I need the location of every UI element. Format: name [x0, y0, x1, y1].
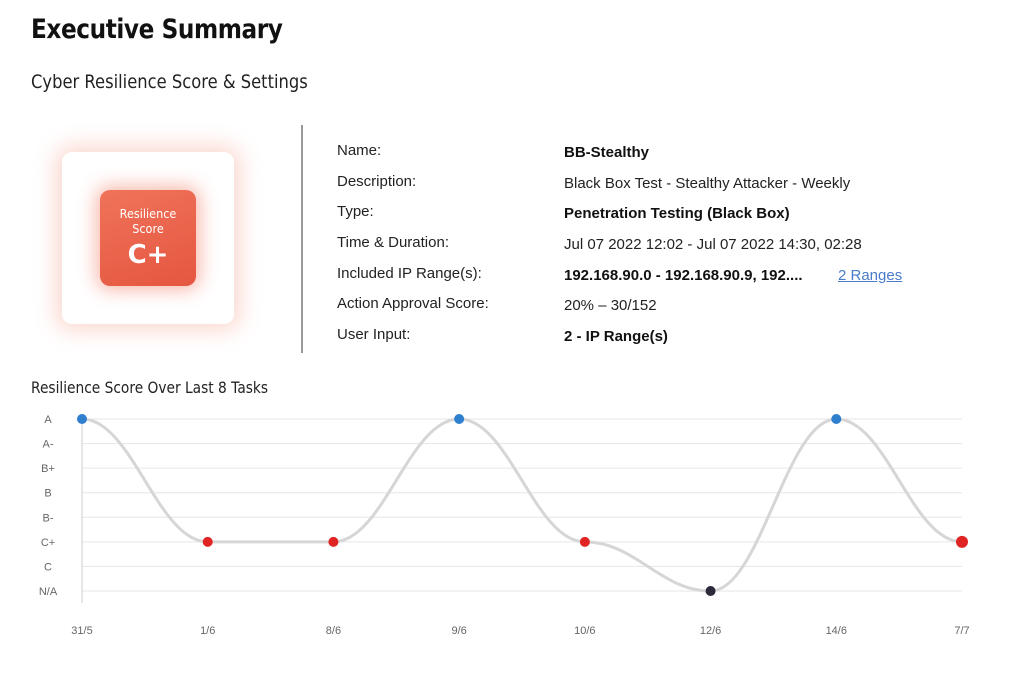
x-tick-label: 8/6: [326, 625, 341, 637]
data-point[interactable]: [831, 414, 842, 424]
x-tick-label: 9/6: [451, 625, 466, 637]
data-point[interactable]: [77, 414, 87, 424]
name-value: BB-Stealthy: [564, 144, 650, 161]
resilience-score-chart: A A- B+ B B- C+ C N/A 31/5 1/6 8/6 9/6 10/6 12/6 14/6 7…: [39, 414, 970, 637]
x-tick-label: 10/6: [574, 625, 595, 637]
data-point[interactable]: [579, 536, 590, 547]
input-value: 2 - IP Range(s): [564, 328, 668, 346]
ip-value: 192.168.90.0 - 192.168.90.9, 192....: [564, 266, 803, 284]
type-label: Type:: [337, 203, 374, 221]
chart-title: Resilience Score Over Last 8 Tasks: [31, 378, 269, 397]
settings-row-description: Description: Black Box Test - Stealthy A…: [337, 171, 977, 202]
time-label: Time & Duration:: [337, 234, 449, 252]
ranges-link[interactable]: 2 Ranges: [838, 266, 903, 284]
y-tick-label: B-: [43, 512, 54, 524]
data-point[interactable]: [956, 535, 968, 548]
settings-row-ip: Included IP Range(s): 192.168.90.0 - 192…: [337, 263, 977, 294]
data-point[interactable]: [202, 536, 213, 547]
description-label: Description:: [337, 172, 417, 190]
y-tick-label: B+: [41, 463, 55, 475]
y-tick-label: A-: [43, 439, 54, 451]
time-value: Jul 07 2022 12:02 - Jul 07 2022 14:30, 0…: [564, 236, 862, 254]
x-tick-label: 31/5: [71, 625, 92, 637]
settings-row-name: Name: BB-Stealthy: [337, 140, 977, 171]
ip-label: Included IP Range(s):: [337, 264, 482, 282]
y-tick-label: C+: [41, 537, 55, 549]
input-label: User Input:: [337, 326, 411, 344]
data-point[interactable]: [705, 586, 716, 596]
section-divider: [301, 125, 303, 353]
approval-value: 20% – 30/152: [564, 297, 657, 315]
badge-grade: C+: [127, 240, 169, 270]
settings-row-input: User Input: 2 - IP Range(s): [337, 324, 977, 355]
resilience-score-badge: Resilience Score C+: [48, 138, 253, 338]
page-subtitle: Cyber Resilience Score & Settings: [31, 71, 308, 93]
x-tick-label: 7/7: [954, 625, 969, 637]
badge-label: Resilience Score: [119, 206, 177, 236]
page-title: Executive Summary: [31, 14, 283, 45]
x-tick-label: 14/6: [826, 625, 847, 637]
settings-row-type: Type: Penetration Testing (Black Box): [337, 201, 977, 232]
data-point[interactable]: [328, 536, 339, 547]
x-tick-label: 12/6: [700, 625, 721, 637]
type-value: Penetration Testing (Black Box): [564, 205, 790, 223]
y-tick-label: B: [44, 488, 51, 500]
settings-row-approval: Action Approval Score: 20% – 30/152: [337, 293, 977, 324]
y-tick-label: N/A: [39, 586, 58, 598]
data-point[interactable]: [454, 414, 465, 424]
x-tick-label: 1/6: [200, 625, 215, 637]
y-tick-label: C: [44, 561, 52, 573]
series-line: [81, 417, 963, 593]
settings-row-time: Time & Duration: Jul 07 2022 12:02 - Jul…: [337, 232, 977, 263]
description-value: Black Box Test - Stealthy Attacker - Wee…: [564, 174, 851, 192]
approval-label: Action Approval Score:: [337, 295, 489, 313]
y-tick-label: A: [44, 414, 52, 426]
badge-tile: Resilience Score C+: [100, 190, 196, 286]
settings-table: Name: BB-Stealthy Description: Black Box…: [337, 140, 977, 355]
name-label: Name:: [337, 142, 382, 159]
